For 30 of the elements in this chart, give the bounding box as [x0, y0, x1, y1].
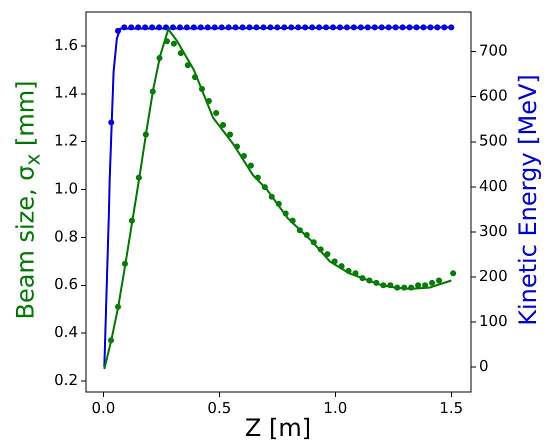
point: [170, 40, 177, 47]
point: [213, 110, 220, 116]
y-tick-label: 1.4: [54, 84, 78, 102]
y2-axis-title: Kinetic Energy [MeV]: [514, 74, 542, 326]
x-tick-label: 1.5: [439, 398, 464, 417]
y-tick-label: 0.8: [54, 227, 78, 246]
y2-tick-label: 700: [479, 42, 508, 60]
point: [436, 277, 442, 284]
y2-tick-label: 100: [479, 312, 508, 330]
y2-tick-label: 500: [479, 132, 508, 150]
y-tick-label: 1.0: [54, 179, 78, 198]
point: [227, 132, 234, 138]
x-tick-label: 0.5: [207, 398, 232, 417]
x-tick-label: 1.0: [323, 398, 348, 417]
y-tick-label: 0.2: [54, 370, 78, 389]
y-tick-label: 1.2: [54, 132, 78, 150]
point: [450, 270, 456, 276]
x-axis-title: Z [m]: [244, 414, 312, 442]
point: [248, 162, 254, 169]
y2-tick-label: 400: [479, 176, 508, 195]
y-tick-label: 0.6: [54, 275, 78, 294]
y2-tick-label: 300: [479, 222, 508, 240]
point: [429, 280, 436, 286]
point: [220, 122, 226, 128]
y-tick-label: 1.6: [54, 36, 78, 54]
y2-tick-label: 200: [479, 266, 508, 285]
y2-tick-label: 0: [479, 357, 489, 376]
x-tick-label: 0.0: [91, 398, 116, 417]
y2-tick-label: 600: [479, 86, 508, 105]
y-tick-label: 0.4: [54, 323, 78, 342]
